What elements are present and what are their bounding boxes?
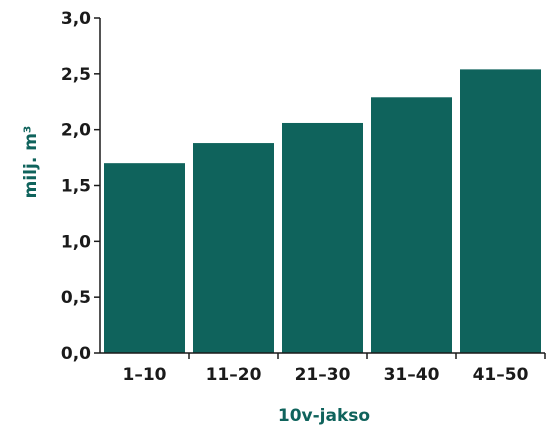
y-tick-label: 0,0 xyxy=(61,344,91,364)
y-tick-label: 1,0 xyxy=(61,232,91,252)
bar-5 xyxy=(460,69,541,353)
y-axis-ticks: 0,0 0,5 1,0 1,5 2,0 2,5 3,0 xyxy=(61,9,100,364)
bar-2 xyxy=(193,143,274,353)
bar-4 xyxy=(371,97,452,354)
x-axis-ticks: 1–10 11–20 21–30 31–40 41–50 xyxy=(123,353,546,385)
x-tick-label: 41–50 xyxy=(473,365,529,385)
bars-group xyxy=(104,69,541,354)
y-tick-label: 2,0 xyxy=(61,121,91,141)
x-tick-label: 31–40 xyxy=(384,365,440,385)
x-tick-label: 11–20 xyxy=(206,365,262,385)
y-tick-label: 0,5 xyxy=(61,288,91,308)
x-tick-label: 21–30 xyxy=(295,365,351,385)
y-tick-label: 3,0 xyxy=(61,9,91,29)
y-axis-title: milj. m³ xyxy=(21,126,41,199)
bar-3 xyxy=(282,122,363,353)
y-tick-label: 2,5 xyxy=(61,65,91,85)
bar-1 xyxy=(104,163,185,353)
y-tick-label: 1,5 xyxy=(61,177,91,197)
x-tick-label: 1–10 xyxy=(123,365,167,385)
x-axis-title: 10v-jakso xyxy=(278,406,370,426)
